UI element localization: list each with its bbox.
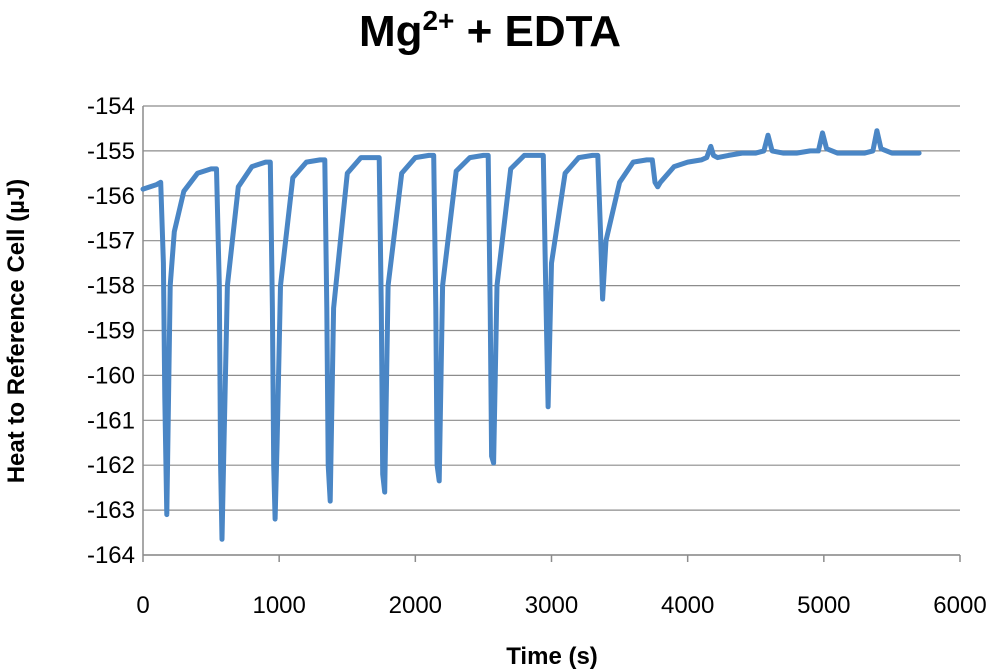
y-tick-labels: -154 -155 -156 -157 -158 -159 -160 -161 -162 -163… xyxy=(87,93,135,569)
y-axis-label: Heat to Reference Cell (µJ) xyxy=(3,179,30,484)
y-tick-label: -163 xyxy=(87,497,135,524)
y-tick-label: -161 xyxy=(87,407,135,434)
y-tick-label: -164 xyxy=(87,542,135,569)
chart-title-rest: + EDTA xyxy=(454,7,621,56)
x-tick-label: 6000 xyxy=(933,592,986,619)
chart-title-superscript: 2+ xyxy=(422,5,454,36)
x-tick-labels: 0 1000 2000 3000 4000 5000 6000 xyxy=(136,592,986,619)
x-tick-label: 0 xyxy=(136,592,149,619)
y-tick-label: -158 xyxy=(87,273,135,300)
y-tick-label: -155 xyxy=(87,138,135,165)
y-tick-label: -157 xyxy=(87,228,135,255)
x-tick-label: 1000 xyxy=(252,592,305,619)
x-axis-label: Time (s) xyxy=(506,643,598,670)
x-tick-label: 3000 xyxy=(525,592,578,619)
chart-title: Mg2+ + EDTA xyxy=(359,5,621,56)
series-line xyxy=(140,128,922,542)
x-tick-label: 4000 xyxy=(661,592,714,619)
y-tick-label: -154 xyxy=(87,93,135,120)
series-group xyxy=(140,128,922,542)
x-tick-label: 2000 xyxy=(389,592,442,619)
y-tick-label: -159 xyxy=(87,318,135,345)
y-tick-label: -156 xyxy=(87,183,135,210)
axes xyxy=(142,106,961,562)
y-tick-label: -162 xyxy=(87,452,135,479)
x-tick-label: 5000 xyxy=(797,592,850,619)
y-tick-label: -160 xyxy=(87,362,135,389)
chart-title-base: Mg xyxy=(359,7,423,56)
